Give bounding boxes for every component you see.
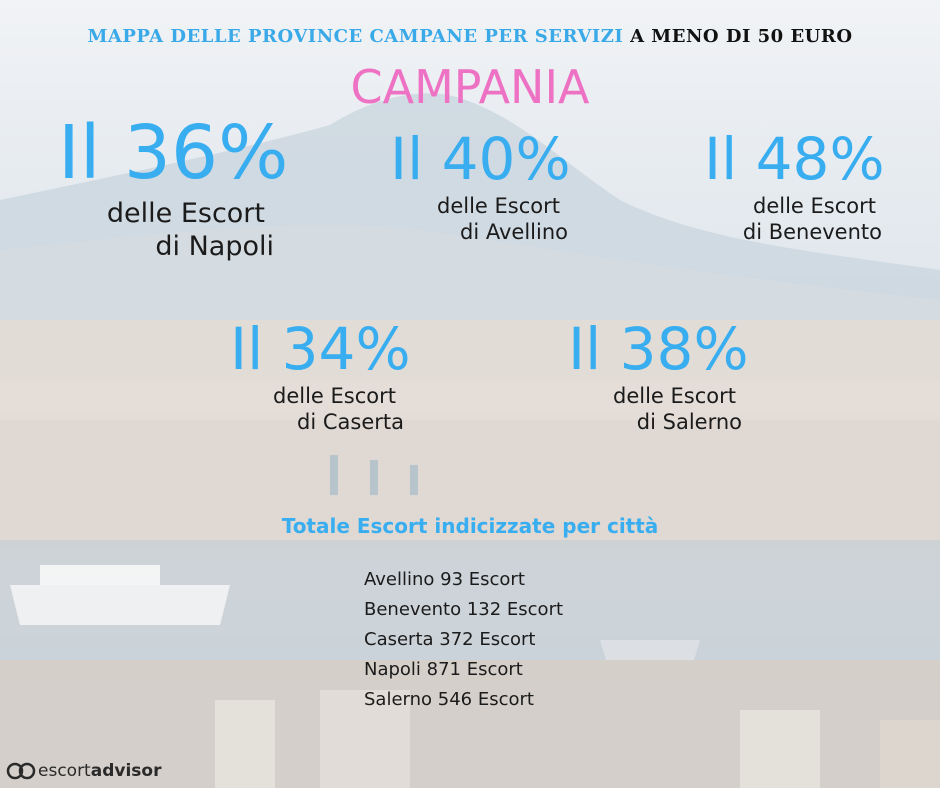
stat-percent: Il 34%	[230, 315, 411, 383]
stat-salerno: Il 38% delle Escort di Salerno	[568, 315, 749, 435]
region-title: CAMPANIA	[350, 60, 590, 114]
stat-line1: delle Escort	[613, 384, 736, 408]
title-part-black: A MENO DI 50 EURO	[630, 26, 853, 47]
page-title: MAPPA DELLE PROVINCE CAMPANE PER SERVIZI…	[0, 26, 940, 47]
logo-mark-icon	[6, 762, 36, 780]
stat-line2: di Caserta	[297, 409, 404, 434]
stat-line1: delle Escort	[273, 384, 396, 408]
logo-word-advisor: advisor	[90, 761, 162, 781]
stat-percent: Il 38%	[568, 315, 749, 383]
stat-line1: delle Escort	[437, 194, 560, 218]
stat-line2: di Benevento	[742, 219, 882, 244]
stat-percent: Il 36%	[58, 110, 289, 196]
stat-benevento: Il 48% delle Escort di Benevento	[704, 125, 885, 245]
stat-line1: delle Escort	[753, 194, 876, 218]
stat-line2: di Salerno	[636, 409, 742, 434]
stat-caserta: Il 34% delle Escort di Caserta	[230, 315, 411, 435]
title-part-blue: MAPPA DELLE PROVINCE CAMPANE PER SERVIZI	[87, 26, 624, 47]
stat-avellino: Il 40% delle Escort di Avellino	[390, 125, 571, 245]
list-item: Benevento 132 Escort	[364, 599, 564, 620]
stat-line1: delle Escort	[106, 198, 265, 229]
totals-list: Avellino 93 Escort Benevento 132 Escort …	[364, 565, 563, 715]
stat-line2: di Avellino	[460, 219, 568, 244]
totals-title: Totale Escort indicizzate per città	[281, 514, 659, 538]
list-item: Caserta 372 Escort	[364, 629, 536, 650]
stat-napoli: Il 36% delle Escort di Napoli	[58, 110, 289, 264]
stat-percent: Il 48%	[704, 125, 885, 193]
stat-line2: di Napoli	[155, 230, 274, 262]
list-item: Avellino 93 Escort	[364, 569, 525, 590]
list-item: Napoli 871 Escort	[364, 659, 523, 680]
list-item: Salerno 546 Escort	[364, 689, 534, 710]
logo-word-escort: escort	[38, 761, 91, 781]
stat-percent: Il 40%	[390, 125, 571, 193]
escortadvisor-logo: escort advisor	[6, 758, 161, 784]
